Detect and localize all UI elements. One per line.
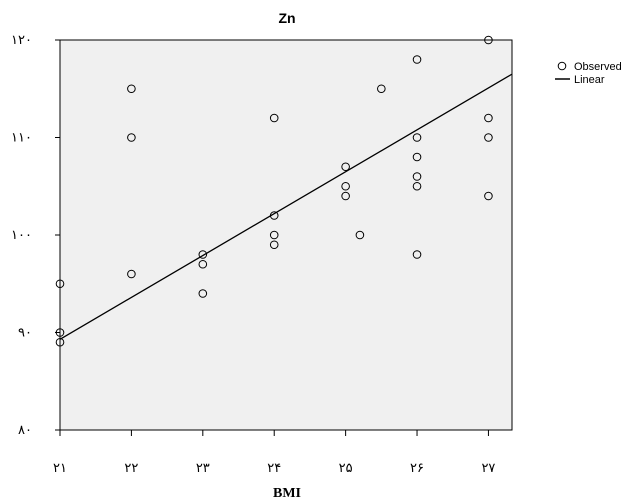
- y-tick-label-1: ۹۰: [18, 326, 32, 341]
- x-tick-label-0: ۲۱: [53, 461, 67, 476]
- observed-point-22: [412, 181, 422, 191]
- observed-point-23: [412, 250, 422, 259]
- y-tick-label-0: ۸۰: [18, 423, 32, 438]
- observed-point-16: [355, 230, 365, 240]
- y-tick-label-2: ۱۰۰: [11, 228, 32, 243]
- observed-point-4: [127, 133, 136, 142]
- observed-point-14: [341, 181, 350, 191]
- fit-line-layer: [59, 73, 513, 340]
- y-tick-label-4: ۱۲۰: [11, 33, 32, 48]
- legend: Observed Linear: [555, 61, 622, 86]
- observed-point-17: [377, 84, 386, 94]
- observed-points: [55, 35, 493, 347]
- observed-point-6: [198, 250, 208, 259]
- observed-point-7: [198, 259, 208, 269]
- observed-point-18: [412, 55, 422, 64]
- plot-area: [59, 39, 513, 431]
- x-axis-label: BMI: [273, 486, 301, 501]
- observed-point-8: [198, 289, 208, 298]
- y-tick-label-3: ۱۱۰: [11, 131, 32, 146]
- observed-point-24: [484, 35, 493, 45]
- observed-point-1: [55, 328, 65, 337]
- observed-point-12: [269, 240, 279, 250]
- linear-fit-line: [59, 73, 513, 340]
- observed-point-11: [269, 230, 279, 240]
- observed-point-13: [341, 162, 350, 172]
- observed-point-9: [269, 113, 279, 123]
- x-tick-label-3: ۲۴: [267, 461, 281, 476]
- x-tick-label-4: ۲۵: [339, 461, 353, 476]
- y-axis: ۸۰ ۹۰ ۱۰۰ ۱۱۰ ۱۲۰: [11, 33, 60, 438]
- x-tick-label-1: ۲۲: [124, 461, 138, 476]
- legend-marker-observed: [557, 61, 567, 71]
- legend-label-observed: Observed: [574, 61, 622, 73]
- observed-point-25: [484, 113, 493, 123]
- x-tick-label-6: ۲۷: [481, 461, 495, 476]
- observed-point-21: [412, 172, 422, 181]
- x-axis: ۲۱ ۲۲ ۲۳ ۲۴ ۲۵ ۲۶ ۲۷: [53, 430, 495, 476]
- observed-point-19: [412, 133, 422, 142]
- observed-point-5: [127, 269, 136, 279]
- observed-point-26: [484, 133, 493, 142]
- observed-point-27: [484, 191, 493, 201]
- observed-point-20: [412, 152, 422, 162]
- legend-label-linear: Linear: [574, 74, 605, 86]
- observed-point-10: [269, 211, 279, 220]
- observed-point-15: [341, 191, 350, 201]
- x-tick-label-2: ۲۳: [196, 461, 210, 476]
- observed-point-2: [55, 337, 65, 347]
- observed-point-0: [55, 279, 65, 289]
- observed-point-3: [127, 84, 136, 94]
- x-tick-label-5: ۲۶: [410, 461, 424, 476]
- chart-title: Zn: [278, 10, 295, 26]
